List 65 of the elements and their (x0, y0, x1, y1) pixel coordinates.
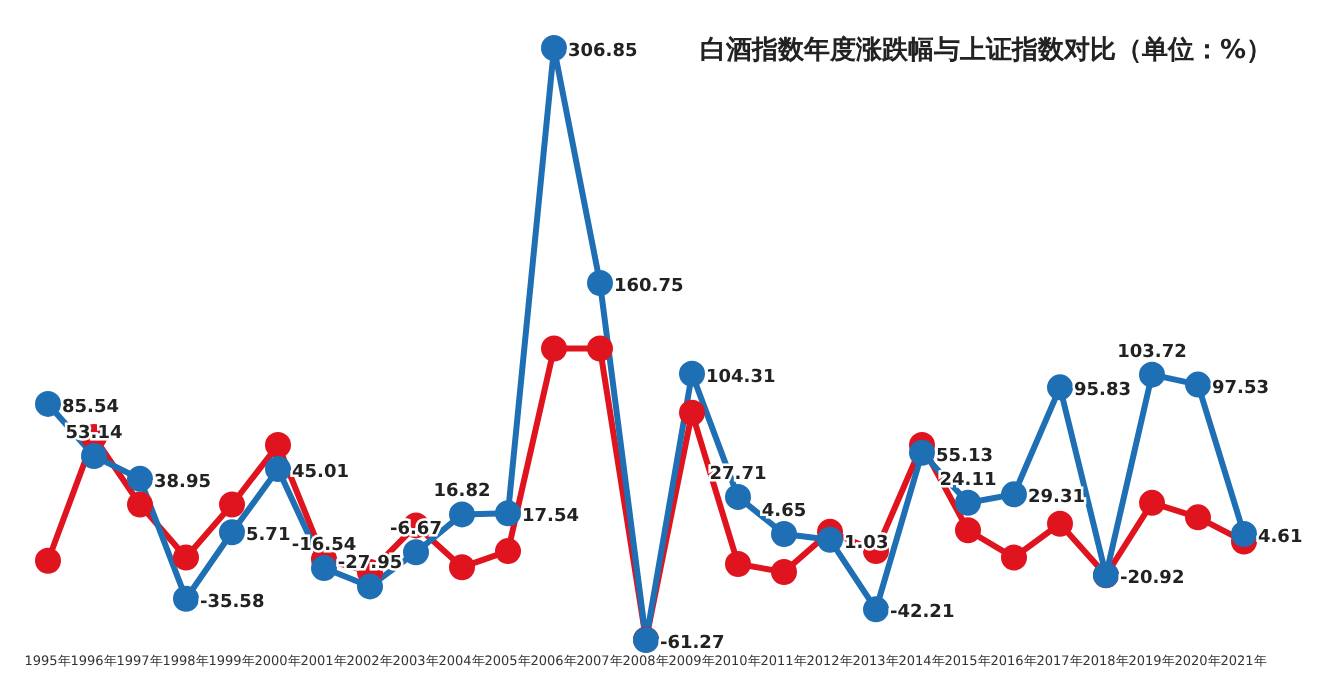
data-label: 17.54 (522, 507, 579, 528)
data-label: 95.83 (1074, 381, 1131, 402)
data-label: 103.72 (1117, 342, 1187, 363)
point (541, 335, 567, 362)
point (173, 585, 199, 612)
data-label: 53.14 (65, 424, 123, 445)
point (1139, 361, 1165, 388)
point (679, 360, 705, 387)
data-label: 55.13 (936, 446, 993, 467)
point (1139, 489, 1165, 516)
point (909, 439, 935, 466)
point (725, 483, 751, 510)
point (771, 520, 797, 547)
point (1001, 544, 1027, 571)
point (81, 443, 107, 470)
point (771, 559, 797, 586)
point (449, 501, 475, 528)
point (311, 555, 337, 582)
point (219, 519, 245, 546)
point (127, 465, 153, 492)
data-label: 306.85 (568, 42, 638, 62)
data-label: 160.75 (614, 276, 684, 297)
data-label: 97.53 (1212, 378, 1269, 399)
data-label: -6.67 (390, 520, 442, 541)
data-label: -42.21 (890, 603, 955, 624)
chart-title: 白酒指数年度涨跌幅与上证指数对比（单位：%） (699, 33, 1272, 68)
point (265, 456, 291, 483)
point (725, 550, 751, 577)
data-label: 45.01 (292, 463, 349, 484)
point (449, 554, 475, 581)
point (35, 390, 61, 417)
data-label: 4.65 (761, 501, 807, 522)
point (357, 573, 383, 600)
point (495, 538, 521, 565)
point (127, 491, 153, 518)
point (35, 547, 61, 574)
point (1047, 510, 1073, 537)
point (403, 539, 429, 566)
point (1185, 371, 1211, 398)
data-label: 29.31 (1028, 488, 1085, 509)
point (1231, 521, 1257, 548)
point (863, 596, 889, 623)
point (495, 500, 521, 527)
data-label: -35.58 (200, 592, 265, 613)
point (587, 335, 613, 362)
data-label: 38.95 (154, 472, 211, 493)
point (219, 491, 245, 518)
point (1001, 481, 1027, 508)
data-label: 16.82 (433, 482, 491, 503)
data-label: 4.61 (1258, 528, 1303, 549)
point (265, 431, 291, 458)
point (817, 526, 843, 553)
point (1185, 504, 1211, 531)
data-label: 104.31 (706, 367, 776, 388)
data-label: 85.54 (62, 397, 119, 418)
data-label: -61.27 (660, 634, 725, 654)
point (173, 544, 199, 571)
data-label: 5.71 (246, 526, 291, 547)
point (955, 489, 981, 516)
point (955, 517, 981, 544)
point (587, 269, 613, 296)
data-label: -20.92 (1120, 569, 1185, 590)
point (679, 399, 705, 426)
point (1047, 374, 1073, 401)
point (541, 35, 567, 61)
